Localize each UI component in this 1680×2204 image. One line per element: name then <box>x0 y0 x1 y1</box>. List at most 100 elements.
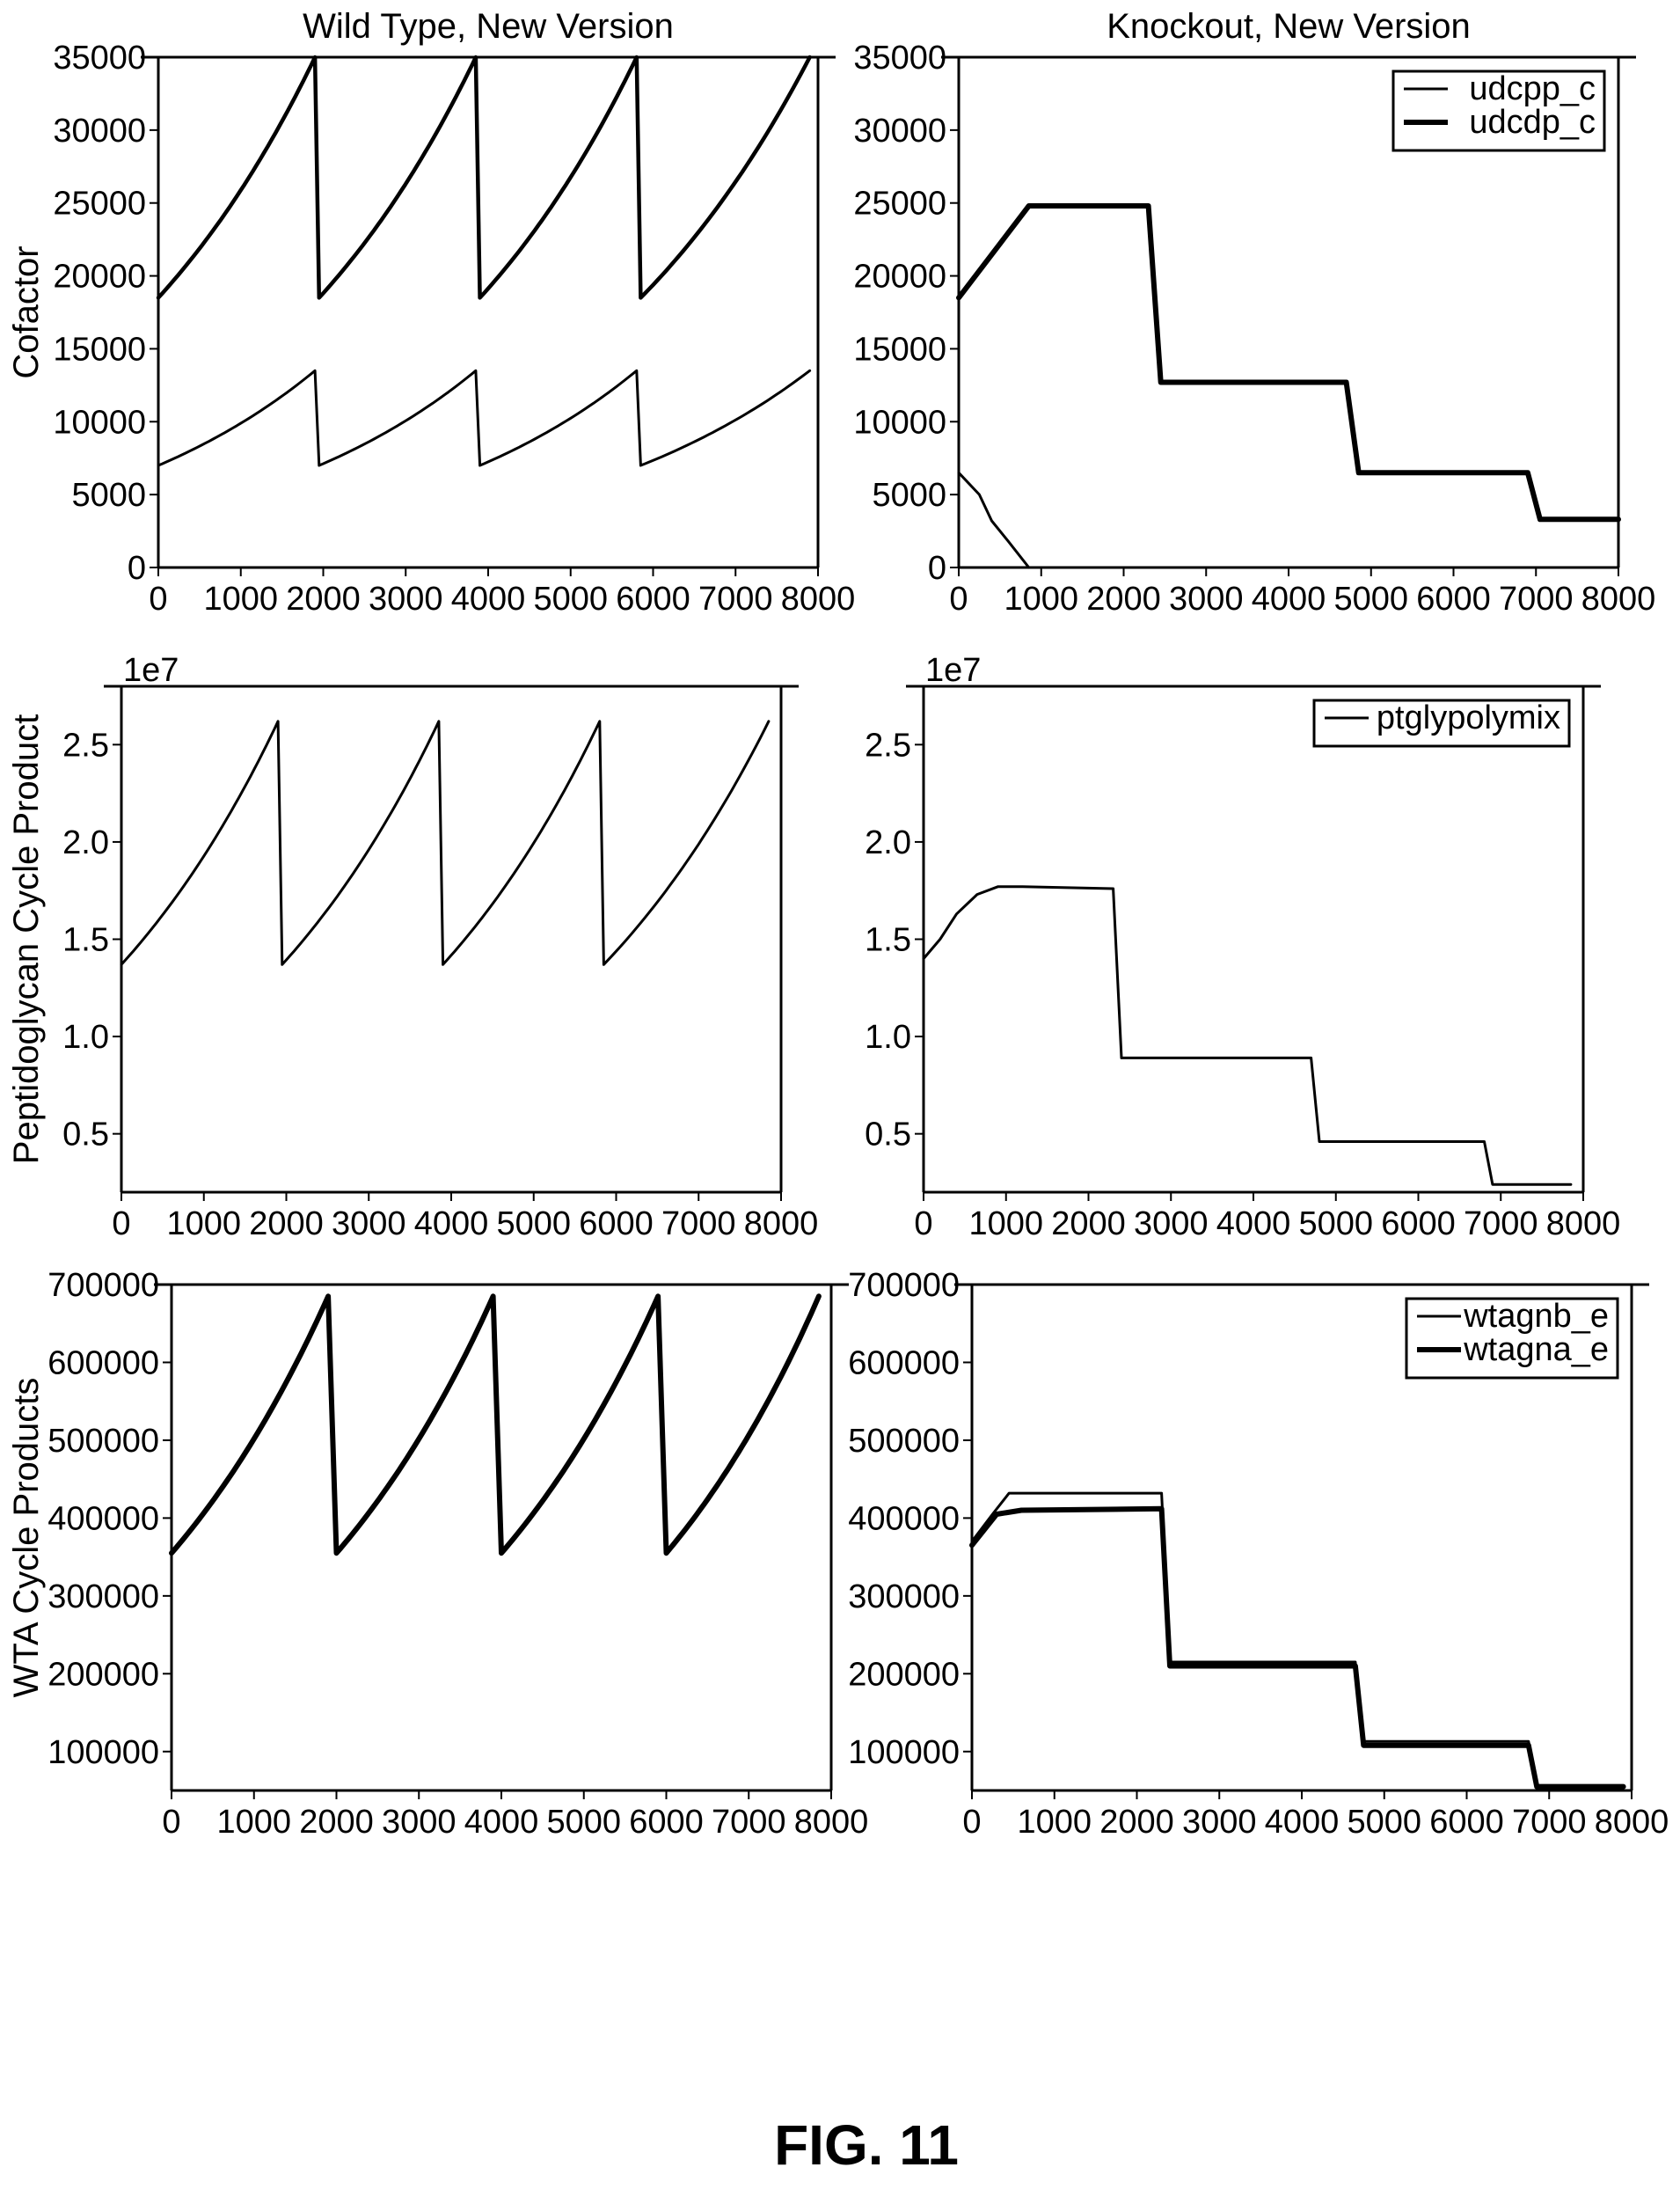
legend-box <box>1312 699 1571 748</box>
series-line <box>169 1293 822 1556</box>
x-tick-label: 6000 <box>616 581 690 618</box>
x-tick-label: 4000 <box>1216 1205 1291 1242</box>
x-tick-label: 2000 <box>249 1205 324 1242</box>
y-tick-label: 400000 <box>848 1500 960 1537</box>
legend: ptglypolymix <box>1312 699 1571 748</box>
y-tick-label: 2.0 <box>865 824 911 861</box>
x-tick-label: 8000 <box>781 581 856 618</box>
y-tick-label: 30000 <box>853 113 946 150</box>
series-line <box>120 720 771 966</box>
chart-title: Knockout, New Version <box>1107 7 1471 46</box>
x-tick-label: 4000 <box>1252 581 1326 618</box>
x-tick-label: 3000 <box>1169 581 1244 618</box>
x-tick-label: 7000 <box>698 581 773 618</box>
x-tick-label: 6000 <box>629 1804 704 1841</box>
x-tick-label: 4000 <box>414 1205 489 1242</box>
series-line-ptglypolymix <box>922 885 1573 1186</box>
x-tick-label: 5000 <box>546 1804 621 1841</box>
x-tick-label: 3000 <box>1182 1804 1257 1841</box>
x-tick-label: 0 <box>914 1205 932 1242</box>
legend-entry: wtagnb_e <box>1463 1298 1609 1335</box>
x-tick-label: 7000 <box>661 1205 736 1242</box>
y-tick-label: 2.5 <box>865 727 911 764</box>
x-tick-label: 6000 <box>579 1205 654 1242</box>
y-tick-label: 200000 <box>848 1656 960 1693</box>
x-tick-label: 2000 <box>1051 1205 1126 1242</box>
legend-entry: ptglypolymix <box>1377 699 1560 736</box>
y-tick-label: 100000 <box>848 1734 960 1771</box>
legend-entry: wtagna_e <box>1463 1331 1609 1368</box>
series-line-udcpp_c <box>957 471 1031 569</box>
y-tick-label: 1.0 <box>865 1019 911 1056</box>
x-tick-label: 7000 <box>1512 1804 1587 1841</box>
y-tick-label: 0.5 <box>62 1117 109 1153</box>
x-tick-label: 5000 <box>496 1205 571 1242</box>
y-tick-label: 20000 <box>53 259 146 296</box>
y-axis-label: Peptidoglycan Cycle Product <box>7 714 46 1164</box>
y-tick-label: 35000 <box>853 40 946 77</box>
y-tick-label: 200000 <box>47 1656 159 1693</box>
legend-entry: udcpp_c <box>1469 70 1596 107</box>
y-tick-label: 15000 <box>53 331 146 368</box>
x-tick-label: 8000 <box>1546 1205 1621 1242</box>
y-tick-label: 2.5 <box>62 727 109 764</box>
x-tick-label: 0 <box>112 1205 130 1242</box>
x-tick-label: 6000 <box>1429 1804 1504 1841</box>
x-tick-label: 5000 <box>1347 1804 1421 1841</box>
y-tick-label: 10000 <box>853 404 946 441</box>
x-tick-label: 1000 <box>166 1205 241 1242</box>
y-scale-label: 1e7 <box>925 652 981 689</box>
y-tick-label: 1.0 <box>62 1019 109 1056</box>
y-tick-label: 500000 <box>47 1423 159 1460</box>
y-tick-label: 25000 <box>853 186 946 223</box>
chart-wt-wta: 0 1000 2000 3000 4000 5000 6000 7000 8000 100000 2… <box>7 1267 868 1841</box>
x-tick-label: 3000 <box>382 1804 457 1841</box>
y-tick-label: 300000 <box>47 1578 159 1615</box>
x-tick-label: 7000 <box>712 1804 786 1841</box>
x-tick-label: 3000 <box>1134 1205 1209 1242</box>
y-tick-label: 100000 <box>47 1734 159 1771</box>
x-tick-label: 8000 <box>1595 1804 1669 1841</box>
x-tick-label: 5000 <box>533 581 608 618</box>
series-line <box>157 369 812 467</box>
chart-ko-wta: 0 1000 2000 3000 4000 5000 6000 7000 8000 100000 2… <box>848 1267 1669 1841</box>
y-tick-label: 25000 <box>53 186 146 223</box>
x-tick-label: 2000 <box>1099 1804 1174 1841</box>
chart-title: Wild Type, New Version <box>303 7 674 46</box>
y-tick-label: 0 <box>128 550 146 587</box>
y-axis-label: Cofactor <box>7 245 46 378</box>
x-tick-label: 0 <box>949 581 968 618</box>
y-tick-label: 15000 <box>853 331 946 368</box>
legend-box <box>1391 70 1606 152</box>
x-tick-label: 5000 <box>1333 581 1408 618</box>
y-tick-label: 5000 <box>71 477 146 514</box>
y-tick-label: 0.5 <box>865 1117 911 1153</box>
series-line <box>156 55 812 300</box>
x-tick-label: 7000 <box>1464 1205 1538 1242</box>
x-tick-label: 8000 <box>794 1804 869 1841</box>
x-tick-label: 1000 <box>1004 581 1078 618</box>
x-tick-label: 1000 <box>968 1205 1043 1242</box>
x-tick-label: 4000 <box>451 581 526 618</box>
x-tick-label: 1000 <box>203 581 278 618</box>
x-tick-label: 7000 <box>1499 581 1574 618</box>
legend-box <box>1405 1297 1619 1380</box>
x-tick-label: 4000 <box>464 1804 539 1841</box>
chart-wt-peptidoglycan: 0 1000 2000 3000 4000 5000 6000 7000 8000 0.5 1.0 1… <box>7 652 818 1242</box>
series-line-udcdp_c <box>956 203 1621 523</box>
x-tick-label: 8000 <box>744 1205 819 1242</box>
y-tick-label: 20000 <box>853 259 946 296</box>
x-tick-label: 4000 <box>1265 1804 1340 1841</box>
y-tick-label: 700000 <box>47 1267 159 1304</box>
x-tick-label: 8000 <box>1581 581 1656 618</box>
x-tick-label: 6000 <box>1416 581 1491 618</box>
x-tick-label: 1000 <box>1017 1804 1092 1841</box>
x-tick-label: 0 <box>149 581 167 618</box>
y-tick-label: 600000 <box>848 1344 960 1381</box>
y-tick-label: 0 <box>928 550 946 587</box>
y-scale-label: 1e7 <box>123 652 179 689</box>
